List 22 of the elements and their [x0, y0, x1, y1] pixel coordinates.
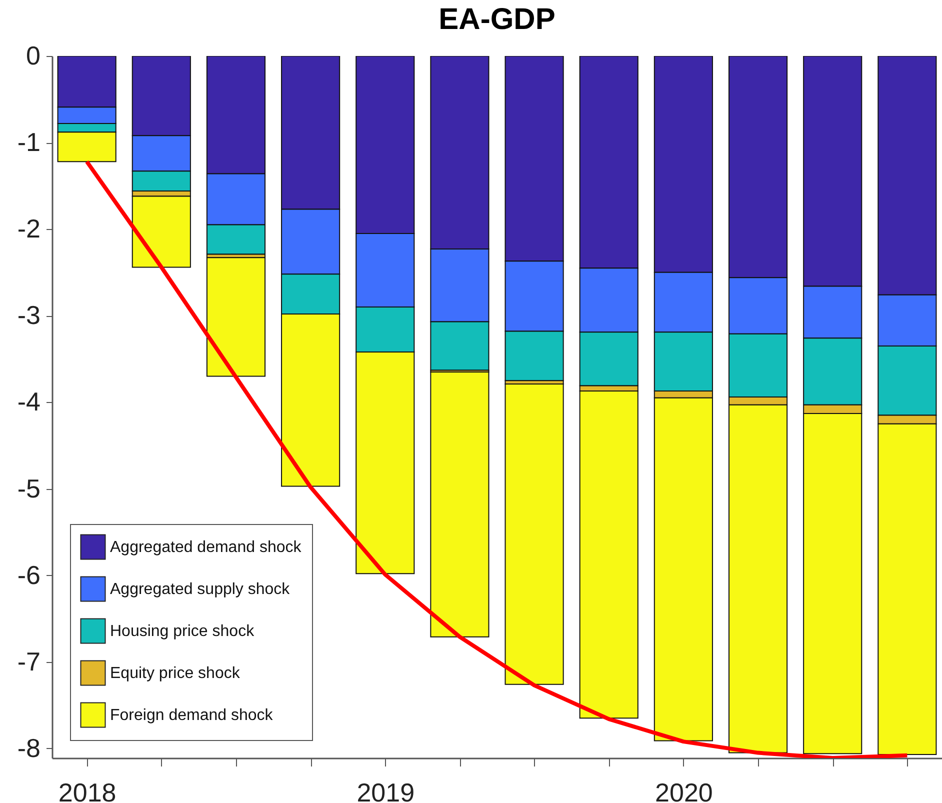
y-tick-label: -4 [17, 386, 40, 417]
x-tick-label: 2018 [58, 778, 116, 803]
legend-label: Equity price shock [110, 665, 241, 682]
y-tick-label: 0 [26, 40, 40, 70]
bar [430, 371, 490, 638]
y-tick-label: -3 [17, 300, 40, 330]
y-tick-label: -2 [17, 214, 40, 244]
y-tick-label: -8 [17, 732, 40, 763]
legend-label: Housing price shock [110, 623, 256, 640]
line-series [84, 160, 910, 758]
y-tick-label: -6 [17, 560, 40, 590]
legend-label: Foreign demand shock [110, 707, 274, 724]
x-tick-label: 2020 [655, 778, 713, 803]
bar [504, 384, 564, 685]
legend-label: Aggregated demand shock [110, 539, 302, 556]
x-tick-label: 2019 [356, 778, 415, 803]
y-tick-label: -5 [17, 473, 40, 504]
chart-title: EA-GDP [438, 3, 556, 36]
y-tick-label: -1 [17, 127, 40, 158]
legend-label: Aggregated supply shock [110, 581, 291, 598]
bar [206, 257, 266, 377]
y-tick-label: -7 [17, 646, 40, 676]
